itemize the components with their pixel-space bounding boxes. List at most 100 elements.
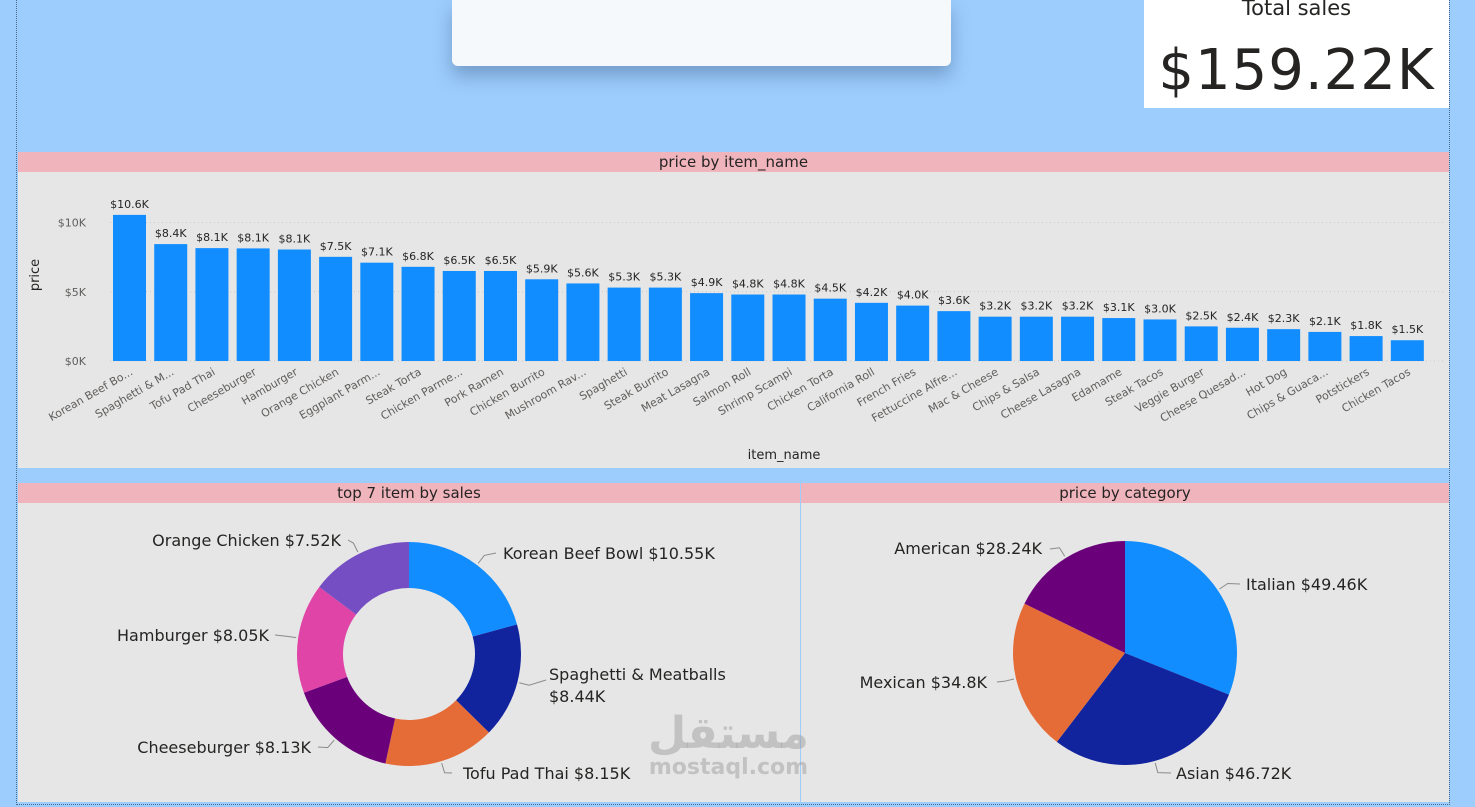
watermark-latin: mostaql.com (648, 755, 809, 780)
bar[interactable] (607, 287, 641, 361)
leader-line (519, 679, 547, 686)
bar[interactable] (113, 214, 146, 361)
pie-slice[interactable] (385, 700, 489, 766)
donut-chart-panel[interactable]: top 7 item by sales Korean Beef Bowl $10… (18, 483, 800, 802)
pie-chart-title: price by category (801, 483, 1449, 503)
bar[interactable] (360, 262, 394, 361)
bar-data-label: $8.1K (237, 231, 269, 244)
leader-line (441, 763, 453, 774)
bar-data-label: $7.1K (361, 246, 393, 259)
pie-slice[interactable] (1125, 541, 1237, 695)
y-tick-label: $5K (65, 286, 87, 299)
slice-data-label: Spaghetti & Meatballs (549, 665, 726, 684)
bar[interactable] (442, 270, 476, 361)
bar[interactable] (319, 256, 353, 361)
bar[interactable] (195, 248, 229, 361)
bar-data-label: $3.6K (938, 294, 970, 307)
slice-data-label: Korean Beef Bowl $10.55K (503, 544, 715, 563)
total-sales-value: $159.22K (1158, 38, 1435, 103)
bar[interactable] (566, 283, 600, 361)
x-tick-label: Cheeseburger (185, 365, 259, 415)
bar[interactable] (154, 244, 188, 361)
bar-data-label: $8.4K (155, 227, 187, 240)
x-axis-label: item_name (748, 448, 821, 463)
bar-data-label: $5.9K (526, 262, 558, 275)
bar[interactable] (937, 311, 971, 361)
bar[interactable] (236, 248, 270, 361)
bar-data-label: $5.6K (567, 266, 599, 279)
leader-line (477, 552, 497, 564)
bar[interactable] (1143, 319, 1177, 361)
leader-line (1219, 583, 1241, 590)
bar-data-label: $4.8K (773, 278, 805, 291)
bar[interactable] (401, 266, 435, 361)
watermark-arabic: مستقل (648, 708, 809, 759)
bar[interactable] (1267, 329, 1301, 361)
bar-data-label: $3.2K (1062, 300, 1094, 313)
leader-line (274, 634, 297, 639)
bar[interactable] (772, 294, 806, 361)
bar-chart: $10.6K $8.4K $8.1K $8.1K $8.1K $7.5K $7.1K $6.8… (28, 198, 1443, 463)
bar[interactable] (978, 316, 1012, 361)
bar[interactable] (1019, 316, 1053, 361)
pie-slice[interactable] (1056, 653, 1229, 765)
pie-slice[interactable] (319, 542, 409, 615)
bar-data-label: $1.8K (1350, 319, 1382, 332)
y-axis-label: price (28, 259, 43, 291)
bar-data-label: $3.1K (1103, 301, 1135, 314)
y-tick-label: $0K (65, 355, 87, 368)
bar-data-label: $4.9K (691, 276, 723, 289)
bar[interactable] (1061, 316, 1095, 361)
bar[interactable] (813, 298, 847, 361)
bar[interactable] (731, 294, 765, 361)
bar[interactable] (1349, 336, 1383, 361)
pie-slice[interactable] (409, 542, 518, 637)
slice-data-label: Hamburger $8.05K (117, 626, 269, 645)
bar-data-label: $3.2K (979, 300, 1011, 313)
slice-data-label: Asian $46.72K (1176, 764, 1292, 783)
y-tick-label: $10K (58, 217, 87, 230)
pie-chart: Italian $49.46K Asian $46.72K Mexican $34.… (860, 539, 1368, 783)
blank-card-visual[interactable] (452, 0, 951, 66)
slice-data-label: American $28.24K (894, 539, 1042, 558)
leader-line (996, 678, 1015, 683)
bar[interactable] (1102, 318, 1136, 361)
pie-slice[interactable] (1024, 541, 1125, 653)
bar[interactable] (525, 279, 559, 361)
bar-data-label: $8.1K (196, 231, 228, 244)
total-sales-label: Total sales (1241, 0, 1352, 20)
slice-data-label: Italian $49.46K (1246, 575, 1368, 594)
bar[interactable] (1308, 331, 1342, 361)
x-tick-label: Mac & Cheese (926, 365, 1001, 416)
bar[interactable] (483, 270, 517, 361)
bar[interactable] (277, 249, 311, 361)
bar-data-label: $6.8K (402, 250, 434, 263)
slice-data-label: $8.44K (549, 687, 606, 706)
total-sales-card[interactable]: Total sales $159.22K (1144, 0, 1449, 108)
bar-data-label: $6.5K (485, 254, 517, 267)
bar-data-label: $4.0K (897, 289, 929, 302)
bar-data-label: $2.4K (1227, 311, 1259, 324)
bar[interactable] (854, 302, 888, 361)
pie-slice[interactable] (303, 676, 396, 764)
bar-chart-panel[interactable]: price by item_name $10.6K $8.4K $8.1K $8.1K… (18, 152, 1449, 468)
bar-data-label: $2.3K (1268, 312, 1300, 325)
pie-slice[interactable] (296, 586, 357, 693)
bar[interactable] (1390, 340, 1424, 361)
bar[interactable] (690, 293, 724, 361)
bar[interactable] (1184, 326, 1218, 361)
pie-slice[interactable] (1013, 603, 1125, 742)
bar[interactable] (648, 287, 682, 361)
bar-data-label: $6.5K (443, 254, 475, 267)
bar-data-label: $8.1K (279, 233, 311, 246)
bar-data-label: $7.5K (320, 240, 352, 253)
bar-data-label: $2.5K (1185, 309, 1217, 322)
pie-chart-panel[interactable]: price by category Italian $49.46K Asian $… (801, 483, 1449, 802)
donut-chart: Korean Beef Bowl $10.55K Spaghetti & Meat… (117, 531, 726, 783)
bar[interactable] (1225, 327, 1259, 361)
watermark: مستقل mostaql.com (648, 712, 809, 780)
bar-chart-title: price by item_name (18, 152, 1449, 172)
pie-slice[interactable] (456, 624, 521, 733)
bar-data-label: $5.3K (608, 271, 640, 284)
bar[interactable] (896, 305, 930, 361)
